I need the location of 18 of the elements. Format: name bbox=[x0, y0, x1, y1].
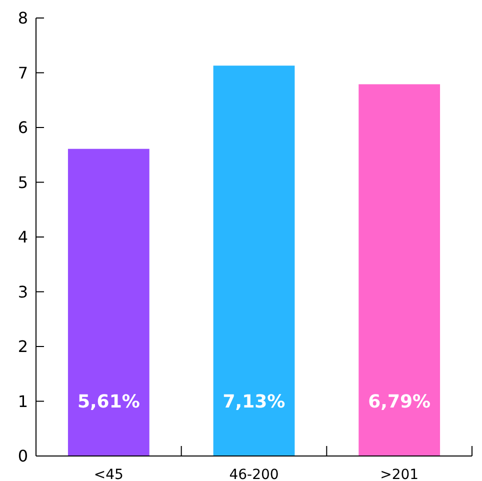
data-label: 7,13% bbox=[222, 392, 286, 413]
bar bbox=[213, 66, 295, 456]
y-tick-label: 1 bbox=[18, 392, 28, 411]
y-tick-label: 6 bbox=[18, 118, 28, 138]
bar bbox=[68, 148, 150, 456]
data-label: 6,79% bbox=[368, 392, 431, 413]
data-label: 5,61% bbox=[77, 392, 140, 413]
y-tick-label: 8 bbox=[18, 8, 28, 28]
y-tick-label: 7 bbox=[18, 63, 28, 82]
y-tick-label: 4 bbox=[18, 228, 28, 247]
y-tick-label: 0 bbox=[18, 446, 28, 466]
x-tick-label: 46-200 bbox=[229, 466, 279, 481]
y-tick-label: 5 bbox=[18, 172, 28, 192]
y-tick-label: 3 bbox=[18, 282, 28, 302]
bar bbox=[358, 84, 440, 456]
x-tick-label: <45 bbox=[94, 466, 124, 481]
y-tick-label: 2 bbox=[18, 337, 28, 356]
x-tick-label: >201 bbox=[380, 466, 419, 481]
